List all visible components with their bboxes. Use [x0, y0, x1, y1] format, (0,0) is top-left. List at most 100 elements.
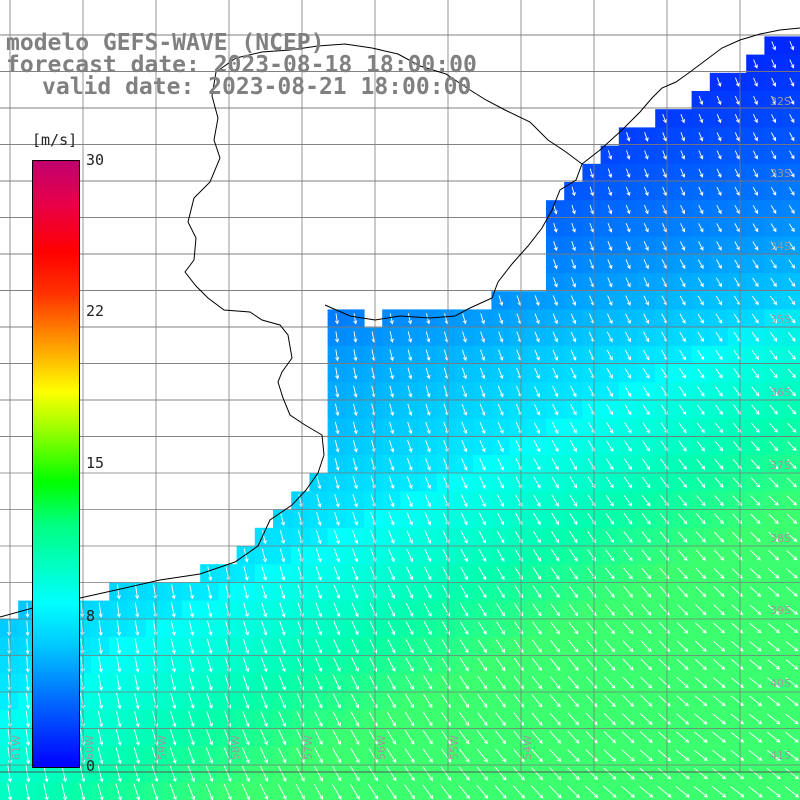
wind-arrow: [748, 713, 763, 725]
wind-speed-cell: [782, 182, 800, 201]
wind-arrow: [698, 186, 704, 197]
wind-arrow: [786, 495, 798, 506]
wind-arrow: [570, 295, 577, 306]
wind-arrow: [461, 349, 467, 362]
wind-arrow: [695, 549, 706, 561]
wind-arrow: [422, 766, 434, 782]
wind-arrow: [242, 711, 250, 728]
wind-arrow: [278, 657, 286, 673]
wind-arrow: [625, 223, 631, 233]
wind-arrow: [333, 566, 341, 581]
wind-arrow: [334, 403, 340, 417]
wind-arrow: [625, 241, 631, 251]
wind-arrow: [206, 711, 213, 728]
wind-arrow: [769, 368, 778, 379]
wind-arrow: [407, 385, 413, 398]
wind-arrow: [241, 783, 250, 800]
wind-arrow: [695, 604, 707, 616]
wind-arrow: [332, 784, 342, 800]
wind-arrow: [134, 602, 140, 618]
wind-arrow: [207, 584, 213, 600]
wind-speed-cell: [782, 291, 800, 310]
wind-arrow: [623, 494, 633, 507]
wind-arrow: [675, 767, 690, 780]
wind-arrow: [676, 731, 690, 743]
longitude-label: 61W: [10, 735, 23, 760]
wind-arrow: [678, 386, 687, 397]
wind-arrow: [657, 749, 672, 762]
wind-arrow: [753, 59, 758, 69]
wind-arrow: [477, 694, 488, 708]
wind-arrow: [694, 695, 708, 707]
colorbar: [32, 160, 80, 768]
wind-arrow: [25, 783, 31, 800]
wind-arrow: [278, 693, 286, 709]
wind-arrow: [278, 675, 286, 691]
wind-arrow: [623, 549, 633, 562]
wind-arrow: [133, 747, 140, 765]
wind-arrow: [694, 658, 707, 671]
wind-arrow: [712, 695, 726, 707]
wind-arrow: [606, 458, 614, 471]
wind-speed-cell: [782, 709, 800, 729]
wind-arrow: [461, 403, 468, 416]
latitude-label: 37S: [770, 459, 791, 472]
wind-arrow: [624, 367, 632, 379]
wind-arrow: [494, 785, 507, 799]
wind-arrow: [553, 204, 558, 215]
wind-arrow: [749, 622, 762, 634]
wind-arrow: [424, 584, 432, 599]
wind-arrow: [316, 512, 322, 527]
wind-speed-cell: [782, 455, 800, 474]
wind-arrow: [497, 476, 504, 489]
wind-arrow: [515, 440, 522, 453]
wind-arrow: [676, 658, 689, 671]
wind-arrow: [551, 422, 559, 434]
wind-arrow: [716, 259, 722, 270]
wind-arrow: [676, 640, 689, 652]
wind-arrow: [606, 331, 613, 343]
title-line-forecast-date: forecast date: 2023-08-18 18:00:00: [6, 52, 477, 78]
wind-speed-cell: [564, 782, 583, 800]
wind-arrow: [169, 765, 177, 783]
wind-arrow: [479, 494, 486, 508]
wind-arrow: [531, 676, 543, 690]
wind-speed-cell: [782, 236, 800, 256]
wind-speed-cell: [364, 782, 383, 800]
wind-arrow: [242, 747, 250, 764]
latitude-label: 39S: [770, 604, 791, 617]
wind-arrow: [513, 712, 525, 726]
wind-arrow: [406, 458, 413, 471]
wind-arrow: [479, 476, 486, 489]
wind-arrow: [534, 385, 540, 398]
wind-arrow: [387, 675, 396, 691]
wind-speed-cell: [782, 54, 800, 74]
wind-arrow: [607, 186, 613, 197]
wind-arrow: [279, 602, 286, 618]
wind-arrow: [551, 512, 560, 526]
wind-arrow: [350, 784, 360, 800]
wind-arrow: [785, 677, 799, 688]
wind-arrow: [789, 168, 795, 178]
wind-arrow: [694, 731, 708, 743]
wind-arrow: [696, 513, 706, 525]
wind-arrow: [568, 603, 579, 617]
wind-arrow: [640, 604, 652, 616]
wind-arrow: [116, 602, 121, 618]
wind-arrow: [769, 350, 778, 361]
wind-arrow: [662, 204, 667, 215]
wind-arrow: [641, 531, 651, 543]
wind-arrow: [207, 566, 213, 582]
wind-speed-cell: [782, 36, 800, 56]
wind-arrow: [680, 223, 686, 233]
wind-arrow: [787, 368, 796, 379]
wind-arrow: [404, 766, 415, 782]
wind-arrow: [404, 784, 415, 800]
wind-arrow: [188, 620, 195, 636]
wind-arrow: [135, 584, 140, 600]
wind-arrow: [621, 767, 635, 780]
wind-arrow: [696, 495, 706, 507]
wind-arrow: [768, 513, 779, 525]
wind-arrow: [278, 729, 287, 746]
